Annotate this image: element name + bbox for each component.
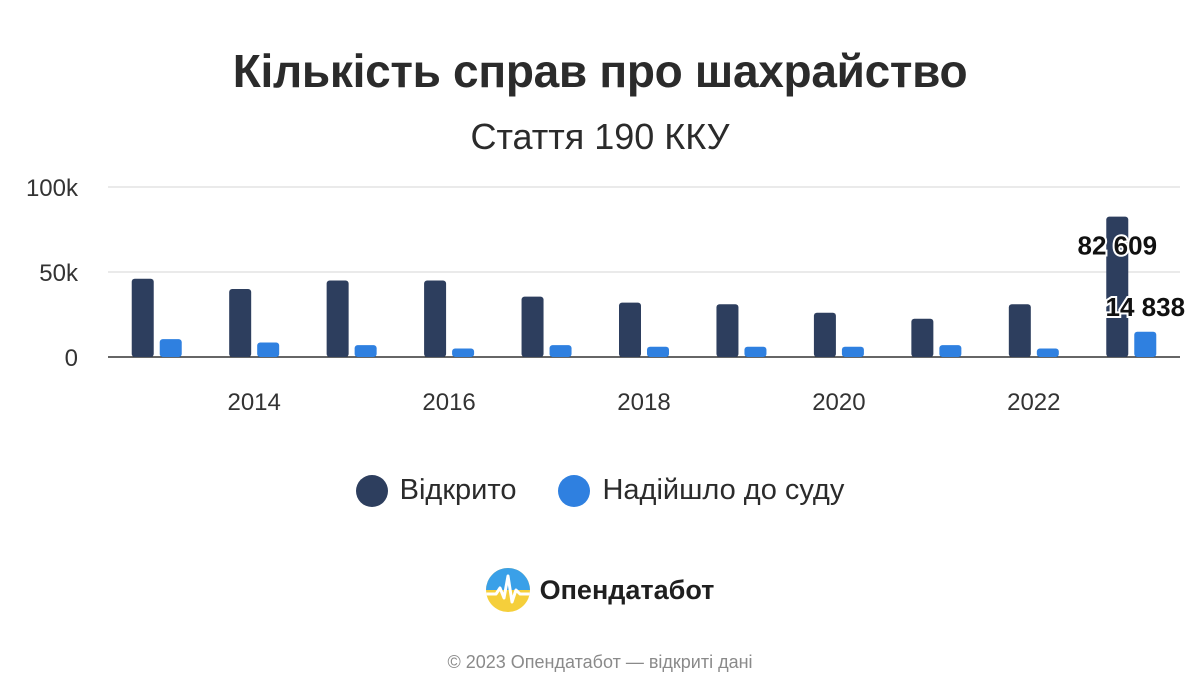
bar: [229, 289, 252, 357]
bar: [354, 345, 377, 357]
x-tick-label: 2016: [422, 389, 475, 416]
chart-subtitle: Стаття 190 ККУ: [470, 116, 730, 157]
x-tick-label: 2022: [1007, 389, 1060, 416]
legend-swatch-to-court: [558, 474, 591, 507]
bar: [326, 280, 349, 357]
x-tick-label: 2018: [617, 389, 670, 416]
bar: [1036, 348, 1059, 357]
bar-chart: 0 50k 100k 2014 2016 2018 2020 2022 82 609 14 838: [26, 175, 1187, 416]
bar: [549, 345, 572, 357]
chart-legend: Відкрито Надійшло до суду: [0, 474, 1200, 507]
brand-logo[interactable]: Опендатабот: [0, 568, 1200, 612]
x-tick-label: 2020: [812, 389, 865, 416]
bar: [257, 342, 280, 357]
legend-label-to-court: Надійшло до суду: [602, 474, 845, 506]
bar: [1008, 304, 1031, 357]
bar: [813, 312, 836, 357]
bar: [424, 280, 447, 357]
chart-title: Кількість справ про шахрайство: [232, 45, 968, 97]
bar: [159, 339, 182, 357]
legend-label-opened: Відкрито: [399, 474, 517, 506]
bar: [452, 348, 475, 357]
bar: [647, 346, 669, 357]
brand-name: Опендатабот: [539, 574, 715, 605]
y-tick-label: 50k: [39, 260, 79, 287]
y-tick-label: 100k: [26, 175, 79, 202]
legend-item-opened[interactable]: Відкрито: [355, 474, 517, 507]
legend-swatch-opened: [355, 474, 388, 507]
bar: [911, 318, 934, 357]
y-tick-label: 0: [65, 345, 78, 372]
bar: [841, 346, 864, 357]
footer-copyright: © 2023 Опендатабот — відкриті дані: [447, 652, 753, 672]
data-label: 14 838: [1106, 292, 1186, 322]
bar: [131, 278, 154, 357]
bar: [716, 304, 739, 357]
bar: [521, 296, 544, 357]
bar: [1134, 331, 1157, 357]
opendatabot-logo-icon: [485, 568, 530, 612]
bar: [939, 345, 962, 357]
data-label: 82 609: [1078, 231, 1158, 261]
x-tick-label: 2014: [227, 389, 280, 416]
bar: [619, 302, 641, 357]
bar: [744, 346, 767, 357]
legend-item-to-court[interactable]: Надійшло до суду: [558, 474, 844, 507]
bar: [1106, 216, 1129, 357]
